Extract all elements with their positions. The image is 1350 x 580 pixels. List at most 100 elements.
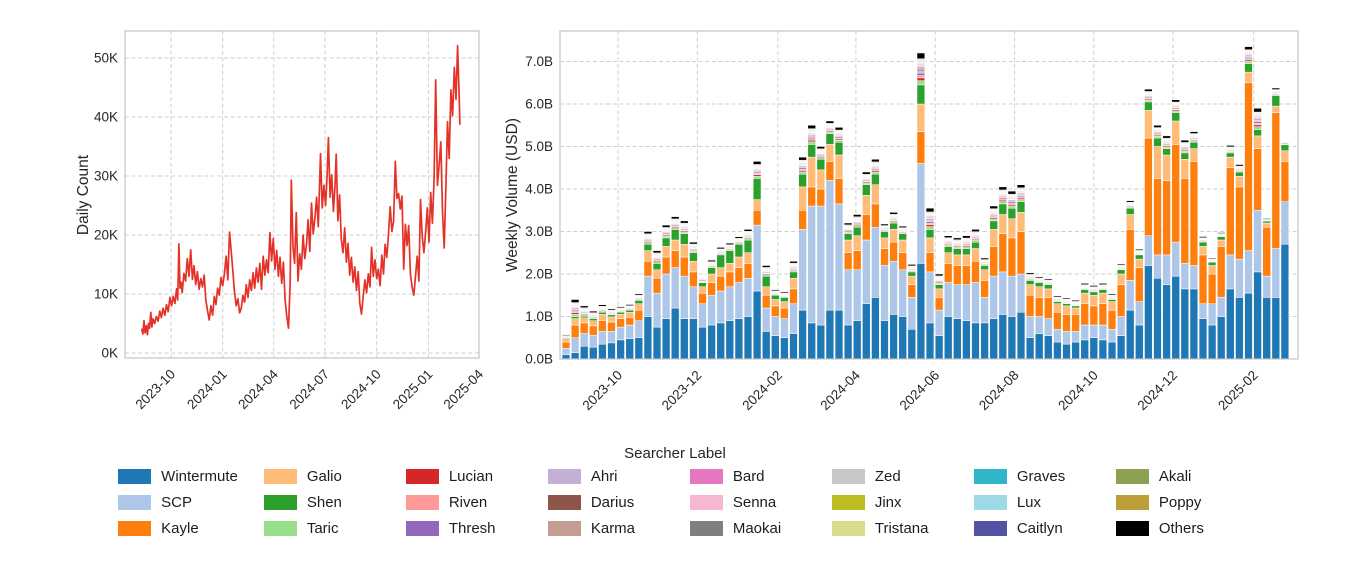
bar-week [1035,276,1044,360]
bar-segment [1280,143,1290,145]
bar-segment [907,275,916,285]
bar-week [1280,143,1290,360]
bar-segment [1135,254,1144,260]
bar-segment [1035,297,1044,317]
bar-segment [671,229,680,241]
x-tick-label: 2024-07 [286,367,332,413]
bar-segment [716,290,725,324]
bar-segment [916,77,926,81]
legend-item-label: Riven [448,494,488,511]
bar-segment [889,229,898,243]
bar-segment [1271,248,1280,298]
bar-week [680,220,689,360]
bar-segment [607,321,616,332]
bar-segment [880,231,889,239]
bar-week [1271,87,1280,360]
bar-segment [689,318,698,360]
bar-segment [771,305,780,317]
bar-segment [1044,318,1053,336]
plot-border [559,30,1299,360]
bar-week [661,224,671,360]
y-tick-label: 50K [94,51,118,66]
bar-segment [1016,212,1026,232]
bar-segment [1080,283,1089,285]
bar-segment [1116,273,1126,285]
bar-segment [1262,275,1271,298]
bar-segment [789,278,798,290]
legend-item-label: Karma [590,520,636,537]
bar-segment [1217,236,1226,241]
y-tick-label: 7.0B [525,54,553,69]
bar-segment [1162,284,1171,360]
bar-segment [1180,152,1189,160]
bar-week [752,161,762,360]
bar-segment [725,242,734,245]
bar-segment [570,337,580,353]
bar-segment [580,333,589,347]
bar-segment [780,301,789,309]
bar-week [834,127,844,360]
bar-segment [998,233,1007,273]
bar-segment [589,320,598,327]
bar-segment [907,264,916,267]
bar-segment [789,288,798,305]
bar-segment [570,314,580,317]
bar-segment [1025,284,1035,296]
bar-segment [671,216,680,220]
bar-segment [1189,265,1199,290]
bar-segment [671,239,680,251]
bar-segment [798,156,807,161]
bar-segment [971,248,980,262]
legend-swatch [118,469,152,484]
bar-segment [1217,246,1226,298]
bar-segment [634,320,643,338]
bar-segment [1016,231,1026,275]
bar-week [771,289,780,360]
weekly-volume-bar-chart: 0.0B 1.0B 2.0B 3.0B 4.0B 5.0B 6.0B 7.0B 2023-10 2… [525,30,1299,413]
bar-segment [1153,137,1162,147]
bar-segment [743,252,753,264]
bar-segment [1207,273,1217,304]
bar-segment [561,338,571,343]
bar-segment [1235,297,1244,360]
legend-item-label: Akali [1158,468,1192,485]
bar-segment [707,259,716,262]
legend-item-label: Caitlyn [1016,520,1063,537]
bar-week [1162,135,1171,360]
bar-segment [925,252,935,273]
bar-segment [1035,333,1044,360]
bar-segment [1280,161,1290,202]
bar-segment [1262,227,1271,277]
right-y-axis-label: Weekly Volume (USD) [504,118,521,272]
legend-item-label: Zed [874,468,901,485]
bar-segment [807,156,816,188]
bar-segment [725,320,734,360]
bar-week [1253,108,1262,360]
bar-segment [1107,309,1117,330]
bar-segment [680,244,689,258]
bar-segment [1098,324,1108,341]
legend-swatch [263,521,297,536]
bar-segment [780,337,789,360]
bar-segment [998,201,1007,205]
legend-item: Akali [1115,468,1232,485]
bar-segment [1153,125,1162,128]
bar-segment [661,237,671,247]
bar-segment [925,229,935,239]
bar-segment [807,205,816,324]
bar-segment [1180,139,1189,143]
bar-segment [989,205,998,209]
legend-swatch [263,495,297,510]
legend-item-label: Others [1158,520,1204,537]
bar-segment [1116,335,1126,360]
bar-segment [716,247,725,250]
bar-segment [1162,135,1171,139]
bar-segment [771,335,780,360]
bar-segment [1271,95,1280,107]
bar-segment [1071,331,1080,343]
bar-segment [1180,288,1189,360]
legend-swatch [118,495,152,510]
bar-segment [953,237,962,241]
bar-segment [1080,324,1089,341]
bar-segment [598,320,607,332]
